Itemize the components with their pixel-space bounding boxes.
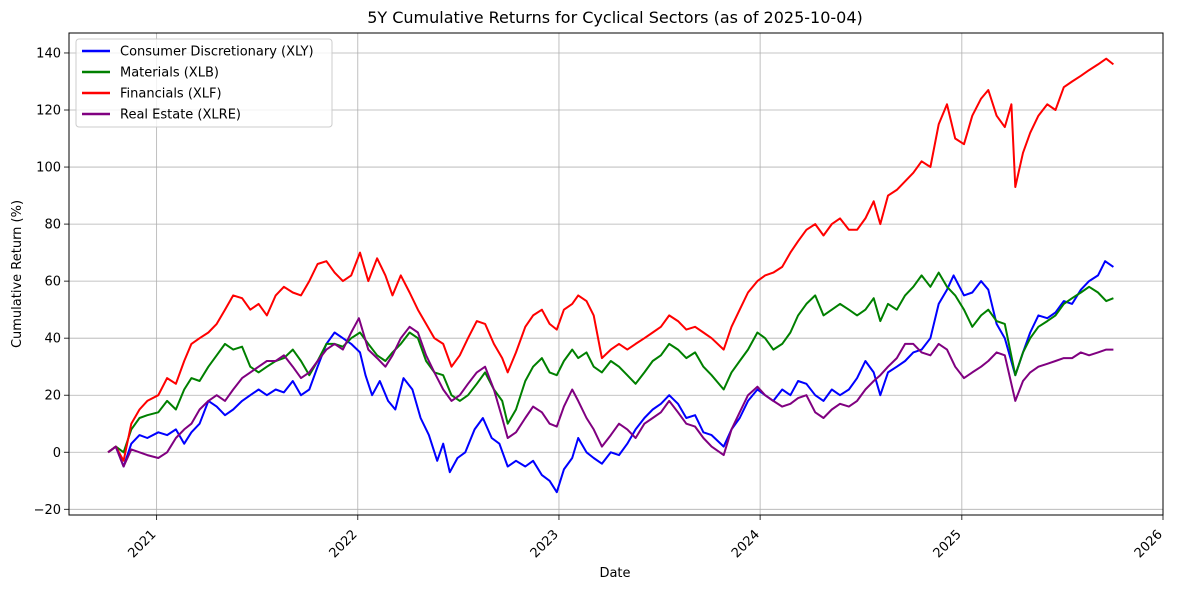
- y-tick-label: 20: [44, 389, 61, 404]
- legend-label: Real Estate (XLRE): [120, 108, 241, 123]
- y-tick-label: 100: [36, 161, 61, 176]
- x-axis-label: Date: [599, 566, 630, 581]
- y-tick-label: 0: [53, 446, 61, 461]
- series-line-real-estate-xlre: [107, 317, 1114, 468]
- legend-label: Materials (XLB): [120, 66, 219, 81]
- series-line-consumer-discretionary-xly: [107, 260, 1114, 494]
- y-tick-label: 40: [44, 332, 61, 347]
- y-tick-label: 60: [44, 275, 61, 290]
- y-axis-label: Cumulative Return (%): [10, 200, 25, 348]
- y-tick-label: 140: [36, 46, 61, 61]
- legend-box: [75, 38, 333, 128]
- series-lines: [107, 57, 1115, 494]
- y-axis-ticks: −20 0 20 40 60 80 100 120 140: [34, 46, 69, 518]
- y-tick-label: 80: [44, 218, 61, 233]
- y-tick-label: 120: [36, 104, 61, 119]
- legend-label: Financials (XLF): [120, 87, 222, 102]
- plot-frame: [68, 32, 1164, 516]
- legend-label: Consumer Discretionary (XLY): [120, 45, 314, 60]
- chart-title: 5Y Cumulative Returns for Cyclical Secto…: [367, 8, 863, 27]
- y-tick-label: −20: [34, 503, 61, 518]
- legend: Consumer Discretionary (XLY) Materials (X…: [75, 38, 333, 128]
- series-line-financials-xlf: [107, 57, 1115, 462]
